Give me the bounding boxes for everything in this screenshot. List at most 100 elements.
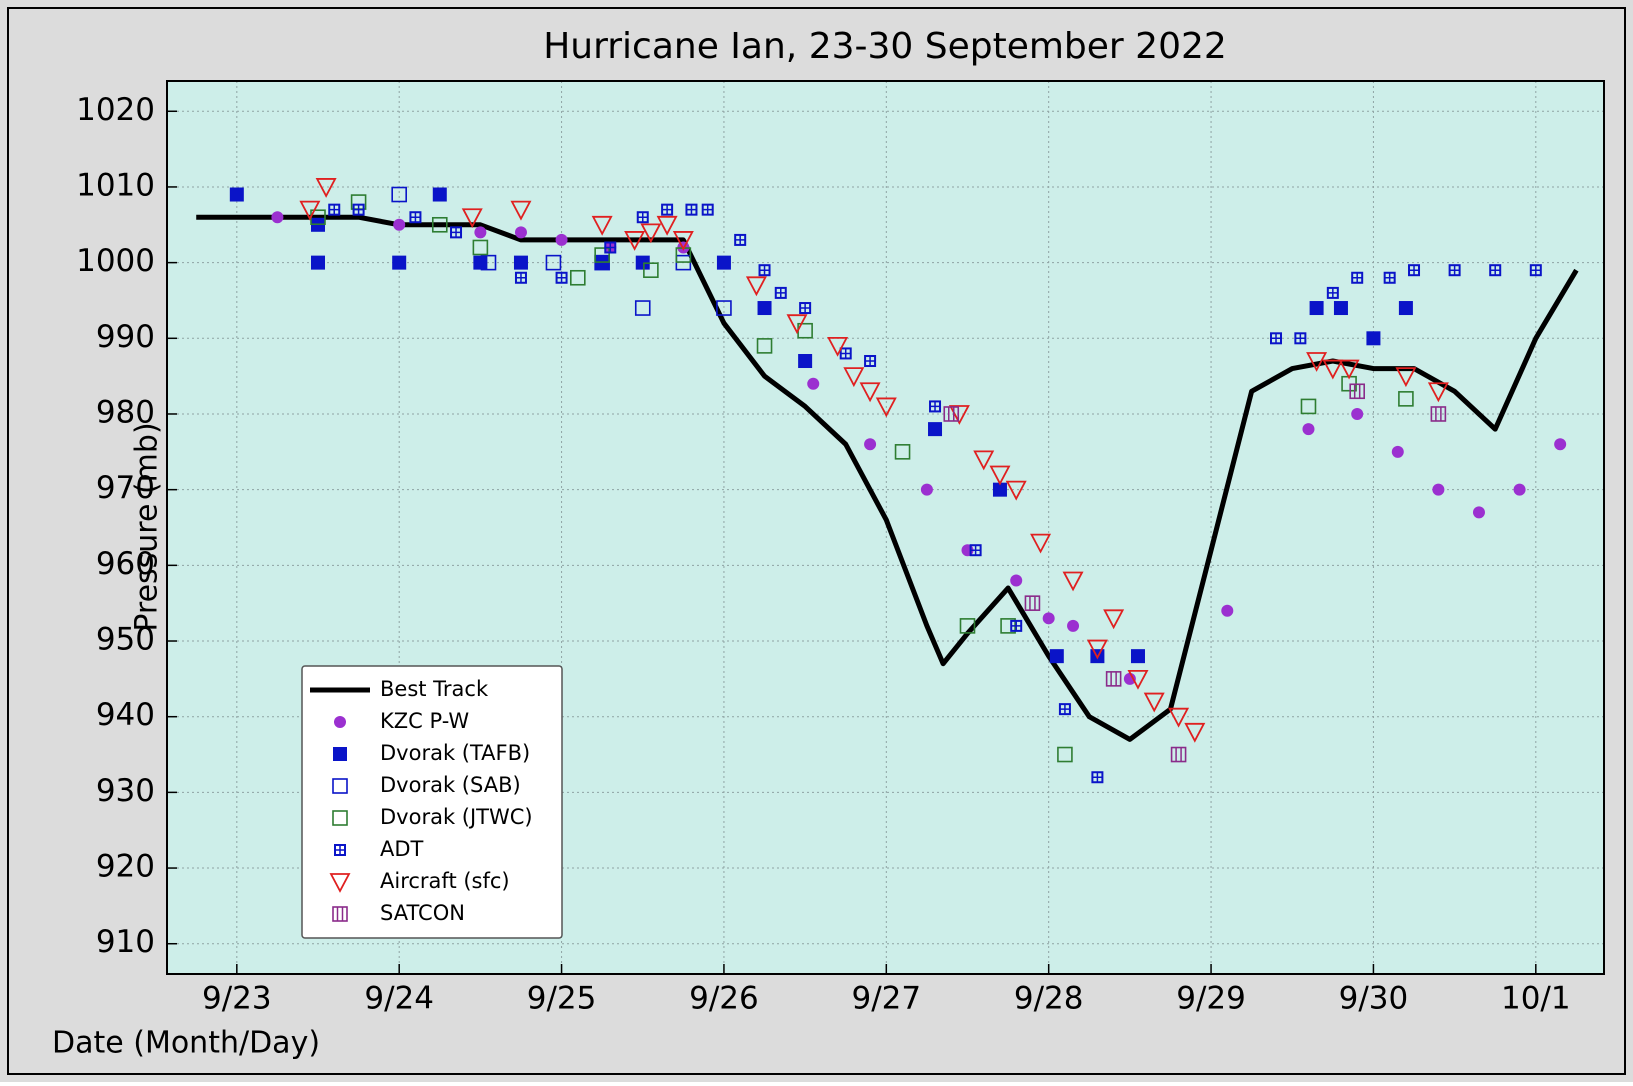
legend-box (302, 666, 562, 938)
y-tick-label: 950 (96, 622, 155, 658)
legend-label: KZC P-W (380, 709, 469, 733)
marker-shape (1221, 605, 1233, 617)
y-tick-label: 1000 (76, 243, 155, 279)
data-point (1392, 446, 1404, 458)
marker-shape (474, 226, 486, 238)
data-point (1514, 484, 1526, 496)
data-point (1302, 423, 1314, 435)
data-point (1050, 649, 1064, 663)
data-point (1310, 301, 1324, 315)
data-point (1043, 612, 1055, 624)
legend-marker (333, 747, 347, 761)
marker-shape (864, 438, 876, 450)
data-point (717, 256, 731, 270)
marker-shape (556, 234, 568, 246)
data-point (1351, 408, 1363, 420)
data-point (1399, 301, 1413, 315)
x-tick-label: 9/28 (1014, 981, 1084, 1017)
data-point (514, 256, 528, 270)
y-tick-label: 920 (96, 849, 155, 885)
marker-shape (334, 716, 346, 728)
marker-shape (928, 422, 942, 436)
marker-shape (1334, 301, 1348, 315)
data-point (864, 438, 876, 450)
marker-shape (921, 484, 933, 496)
data-point (392, 256, 406, 270)
y-tick-label: 970 (96, 470, 155, 506)
data-point (1131, 649, 1145, 663)
data-point (921, 484, 933, 496)
y-tick-label: 1010 (76, 167, 155, 203)
data-point (393, 219, 405, 231)
marker-shape (515, 226, 527, 238)
data-point (1067, 620, 1079, 632)
marker-shape (392, 256, 406, 270)
data-point (758, 301, 772, 315)
marker-shape (311, 256, 325, 270)
marker-shape (1010, 574, 1022, 586)
data-point (1432, 484, 1444, 496)
data-point (515, 226, 527, 238)
legend-label: Best Track (380, 677, 489, 701)
marker-shape (807, 378, 819, 390)
y-tick-label: 930 (96, 773, 155, 809)
data-point (1473, 506, 1485, 518)
y-axis-label: Pressure (mb) (130, 422, 165, 631)
data-point (1554, 438, 1566, 450)
marker-shape (514, 256, 528, 270)
y-tick-label: 1020 (76, 92, 155, 128)
data-point (311, 256, 325, 270)
marker-shape (1351, 408, 1363, 420)
marker-shape (1131, 649, 1145, 663)
legend-label: SATCON (380, 901, 465, 925)
marker-shape (1043, 612, 1055, 624)
marker-shape (433, 188, 447, 202)
data-point (1366, 331, 1380, 345)
data-point (1334, 301, 1348, 315)
legend-label: Aircraft (sfc) (380, 869, 510, 893)
marker-shape (230, 188, 244, 202)
marker-shape (758, 301, 772, 315)
x-tick-label: 9/29 (1176, 981, 1246, 1017)
data-point (474, 226, 486, 238)
x-tick-label: 9/27 (851, 981, 921, 1017)
marker-shape (1067, 620, 1079, 632)
data-point (556, 234, 568, 246)
y-tick-label: 980 (96, 394, 155, 430)
data-point (230, 188, 244, 202)
marker-shape (333, 747, 347, 761)
legend-label: ADT (380, 837, 424, 861)
marker-shape (1473, 506, 1485, 518)
data-point (798, 354, 812, 368)
x-tick-label: 10/1 (1501, 981, 1571, 1017)
legend-label: Dvorak (TAFB) (380, 741, 530, 765)
legend-label: Dvorak (SAB) (380, 773, 521, 797)
chart-title: Hurricane Ian, 23-30 September 2022 (543, 26, 1227, 67)
marker-shape (1399, 301, 1413, 315)
legend: Best Track KZC P-W Dvorak (TAFB) Dvorak (SA… (302, 666, 562, 938)
x-tick-label: 9/30 (1339, 981, 1409, 1017)
marker-shape (1432, 484, 1444, 496)
legend-marker (334, 716, 346, 728)
data-point (928, 422, 942, 436)
legend-label: Dvorak (JTWC) (380, 805, 533, 829)
x-tick-label: 9/26 (689, 981, 759, 1017)
marker-shape (1392, 446, 1404, 458)
data-point (1010, 574, 1022, 586)
marker-shape (1554, 438, 1566, 450)
marker-shape (717, 256, 731, 270)
marker-shape (1310, 301, 1324, 315)
y-tick-label: 960 (96, 546, 155, 582)
data-point (1221, 605, 1233, 617)
page: Hurricane Ian, 23-30 September 2022 Date… (0, 0, 1633, 1082)
marker-shape (1366, 331, 1380, 345)
marker-shape (393, 219, 405, 231)
data-point (271, 211, 283, 223)
x-tick-label: 9/25 (527, 981, 597, 1017)
marker-shape (1514, 484, 1526, 496)
y-tick-label: 910 (96, 924, 155, 960)
marker-shape (1302, 423, 1314, 435)
data-point (433, 188, 447, 202)
y-tick-label: 990 (96, 319, 155, 355)
x-tick-label: 9/24 (364, 981, 434, 1017)
